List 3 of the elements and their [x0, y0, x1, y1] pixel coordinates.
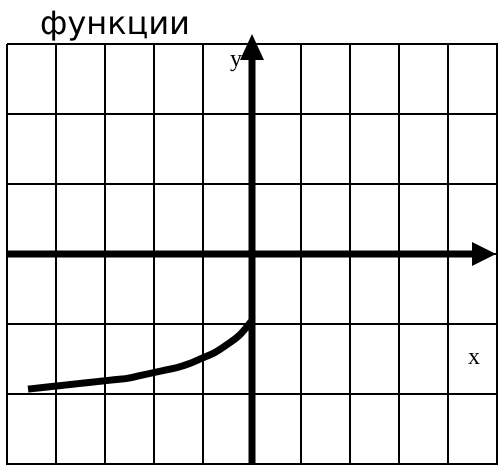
- text: x: [468, 344, 480, 370]
- chart-title: функции: [40, 4, 190, 42]
- text: y: [230, 46, 242, 72]
